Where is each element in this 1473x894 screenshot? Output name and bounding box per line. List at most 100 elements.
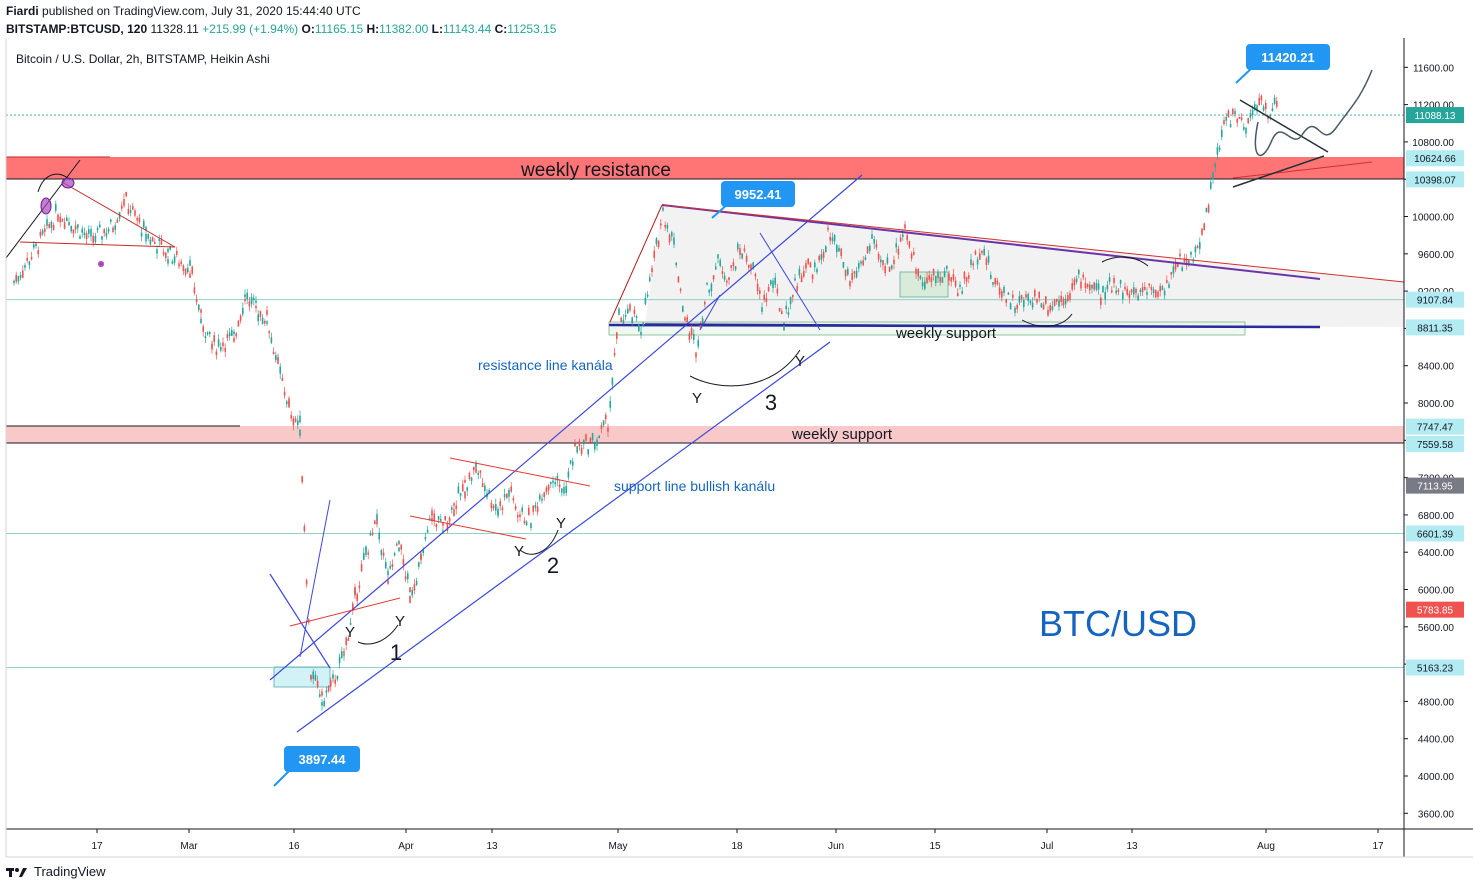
candle-body xyxy=(1014,307,1016,313)
candle-body xyxy=(536,506,539,513)
candle-body xyxy=(1124,286,1126,290)
marker-dot xyxy=(98,261,104,267)
candle-body xyxy=(464,479,466,483)
bullish-channel-lower-line xyxy=(296,341,831,733)
candle-body xyxy=(451,507,453,510)
candle-body xyxy=(1012,294,1014,298)
y-mark: Y xyxy=(556,515,566,532)
footer-brand-name: TradingView xyxy=(34,864,106,879)
price-tick-label: 10000.00 xyxy=(1412,213,1454,224)
candle-body xyxy=(233,331,235,335)
candle-body xyxy=(332,674,334,679)
ohlc-bar: BITSTAMP:BTCUSD, 120 11328.11 +215.99 (+… xyxy=(6,22,556,36)
candle-body xyxy=(180,261,182,265)
candle-body xyxy=(556,475,559,481)
candle-body xyxy=(809,262,812,268)
price-label-box xyxy=(1406,477,1464,494)
candle-body xyxy=(92,235,94,244)
candle-body xyxy=(453,509,455,516)
candle-body xyxy=(1265,102,1267,110)
candle-body xyxy=(968,275,970,279)
candle-body xyxy=(1227,110,1230,118)
candle-body xyxy=(1062,298,1065,306)
candle-body xyxy=(1082,274,1084,278)
candle-body xyxy=(151,236,154,242)
candle-body xyxy=(1086,284,1089,288)
candle-body xyxy=(930,277,933,283)
candle-body xyxy=(869,245,871,251)
candle-body xyxy=(1117,289,1120,292)
candle-body xyxy=(651,267,653,273)
candle-body xyxy=(189,273,191,278)
candle-body xyxy=(429,518,431,521)
candle-body xyxy=(233,337,235,342)
candle-body xyxy=(1229,124,1232,127)
candle-body xyxy=(627,308,629,314)
candle-body xyxy=(684,317,686,321)
candle-body xyxy=(1260,95,1263,101)
candle-body xyxy=(1128,293,1131,299)
candle-body xyxy=(1020,294,1023,300)
candle-body xyxy=(171,261,174,264)
candle-body xyxy=(281,378,284,381)
candle-body xyxy=(959,284,961,287)
candle-body xyxy=(827,227,829,230)
projected-path xyxy=(1254,69,1373,157)
blue-w-pattern-2 xyxy=(759,232,821,331)
candle-body xyxy=(1234,110,1236,115)
candle-body xyxy=(787,312,790,315)
candle-body xyxy=(849,281,851,287)
pair-watermark: BTC/USD xyxy=(1039,603,1197,644)
candle-body xyxy=(880,259,882,263)
candle-body xyxy=(1148,283,1150,286)
candle-body xyxy=(1051,306,1054,310)
candle-body xyxy=(39,231,42,237)
candle-body xyxy=(726,280,728,283)
candle-body xyxy=(354,586,356,595)
price-label-text: 9107.84 xyxy=(1417,296,1454,307)
candle-body xyxy=(250,297,253,304)
flag-lower-line xyxy=(1232,155,1325,188)
candle-body xyxy=(921,282,924,287)
candle-body xyxy=(330,680,332,687)
wave-label-3: 3 xyxy=(765,390,777,415)
candle-body xyxy=(673,237,675,245)
footer-brand[interactable]: TradingView xyxy=(6,864,106,879)
candle-body xyxy=(539,495,541,500)
candle-body xyxy=(462,484,464,492)
candle-body xyxy=(594,443,596,450)
candle-body xyxy=(226,334,229,339)
candle-body xyxy=(825,246,827,253)
candle-body xyxy=(1256,105,1258,111)
price-tick-label: 6800.00 xyxy=(1418,511,1455,522)
candle-body xyxy=(198,304,200,310)
candle-body xyxy=(497,511,499,514)
candle-body xyxy=(970,259,972,265)
candle-body xyxy=(1221,129,1223,138)
symbol-label[interactable]: BITSTAMP:BTCUSD, 120 xyxy=(6,22,148,36)
support-channel-label: support line bullish kanálu xyxy=(614,478,775,494)
candle-body xyxy=(156,249,158,254)
candle-body xyxy=(1056,298,1058,302)
candle-body xyxy=(1238,116,1241,119)
candle-body xyxy=(499,501,501,507)
candle-body xyxy=(360,564,363,571)
candle-body xyxy=(712,275,715,280)
candle-body xyxy=(1269,114,1271,117)
candle-body xyxy=(690,328,693,335)
candle-body xyxy=(1161,286,1164,291)
candle-body xyxy=(1144,286,1146,290)
candle-body xyxy=(79,236,81,239)
author-name[interactable]: Fiardi xyxy=(6,4,39,18)
candle-body xyxy=(35,243,37,247)
candle-body xyxy=(466,487,468,491)
candle-body xyxy=(290,414,292,419)
candle-body xyxy=(167,248,169,252)
publish-info: Fiardi published on TradingView.com, Jul… xyxy=(6,4,361,18)
candle-body xyxy=(668,234,671,243)
candle-body xyxy=(365,548,367,555)
candle-body xyxy=(545,487,548,493)
candle-body xyxy=(477,472,479,475)
candle-body xyxy=(132,206,134,210)
